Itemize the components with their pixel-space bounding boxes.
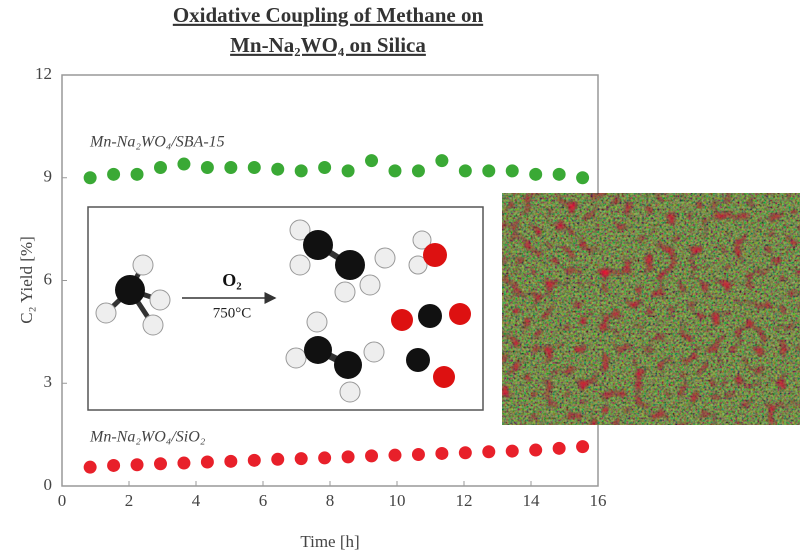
data-point [200,455,214,469]
data-point [505,164,519,178]
data-point [153,160,167,174]
x-tick-label: 14 [523,491,541,510]
water [408,230,447,275]
data-point [529,167,543,181]
data-point [365,449,379,463]
chart-title: Oxidative Coupling of Methane on [173,3,484,27]
data-point [200,160,214,174]
data-point [247,160,261,174]
x-tick-label: 6 [259,491,268,510]
data-point [294,452,308,466]
ethylene [285,311,385,403]
data-point [318,451,332,465]
data-point [482,445,496,459]
y-tick-label: 6 [44,269,53,288]
x-tick-label: 16 [590,491,607,510]
series-label: Mn-Na₂WO₄/SiO₂ [89,429,206,446]
carbon-monoxide [406,348,455,388]
data-point [83,460,97,474]
data-point [271,162,285,176]
x-tick-label: 12 [456,491,473,510]
data-point [505,444,519,458]
data-point [435,154,449,168]
y-tick-label: 12 [35,64,52,83]
x-axis-label: Time [h] [300,532,359,551]
data-point [177,456,191,470]
x-tick-label: 8 [326,491,335,510]
y-tick-label: 0 [44,475,53,494]
temperature: 750°C [213,305,252,321]
data-point [224,454,238,468]
data-point [271,452,285,466]
reagent: O₂ [222,270,241,290]
x-tick-label: 2 [125,491,134,510]
data-point [153,457,167,471]
data-point [388,164,402,178]
data-point [83,171,97,185]
data-point [365,154,379,168]
data-point [318,160,332,174]
data-point [294,164,308,178]
data-point [341,164,355,178]
data-point [529,443,543,457]
data-point [435,446,449,460]
y-tick-label: 9 [44,167,53,186]
carbon-dioxide [391,303,471,331]
ethane [289,219,396,303]
micrograph-red [502,193,800,425]
data-point [341,450,355,464]
x-tick-label: 10 [389,491,406,510]
data-point [458,164,472,178]
y-tick-label: 3 [44,372,53,391]
y-axis-label: C₂ Yield [%] [17,236,36,323]
series-label: Mn-Na₂WO₄/SBA-15 [89,134,225,151]
data-point [458,446,472,460]
data-point [411,164,425,178]
x-tick-label: 4 [192,491,201,510]
chart-title: Mn-Na₂WO₄ on Silica [230,33,426,57]
x-tick-label: 0 [58,491,67,510]
data-point [107,167,121,181]
reaction-inset: O₂ 750°C [87,206,484,411]
data-point [552,167,566,181]
data-point [247,453,261,467]
data-point [388,448,402,462]
data-point [552,441,566,455]
data-point [576,440,590,454]
data-point [482,164,496,178]
data-point [411,447,425,461]
micrograph [502,193,800,425]
data-point [224,160,238,174]
data-point [130,167,144,181]
data-point [177,157,191,171]
data-point [107,458,121,472]
data-point [130,458,144,472]
data-point [576,171,590,185]
methane [95,254,171,336]
